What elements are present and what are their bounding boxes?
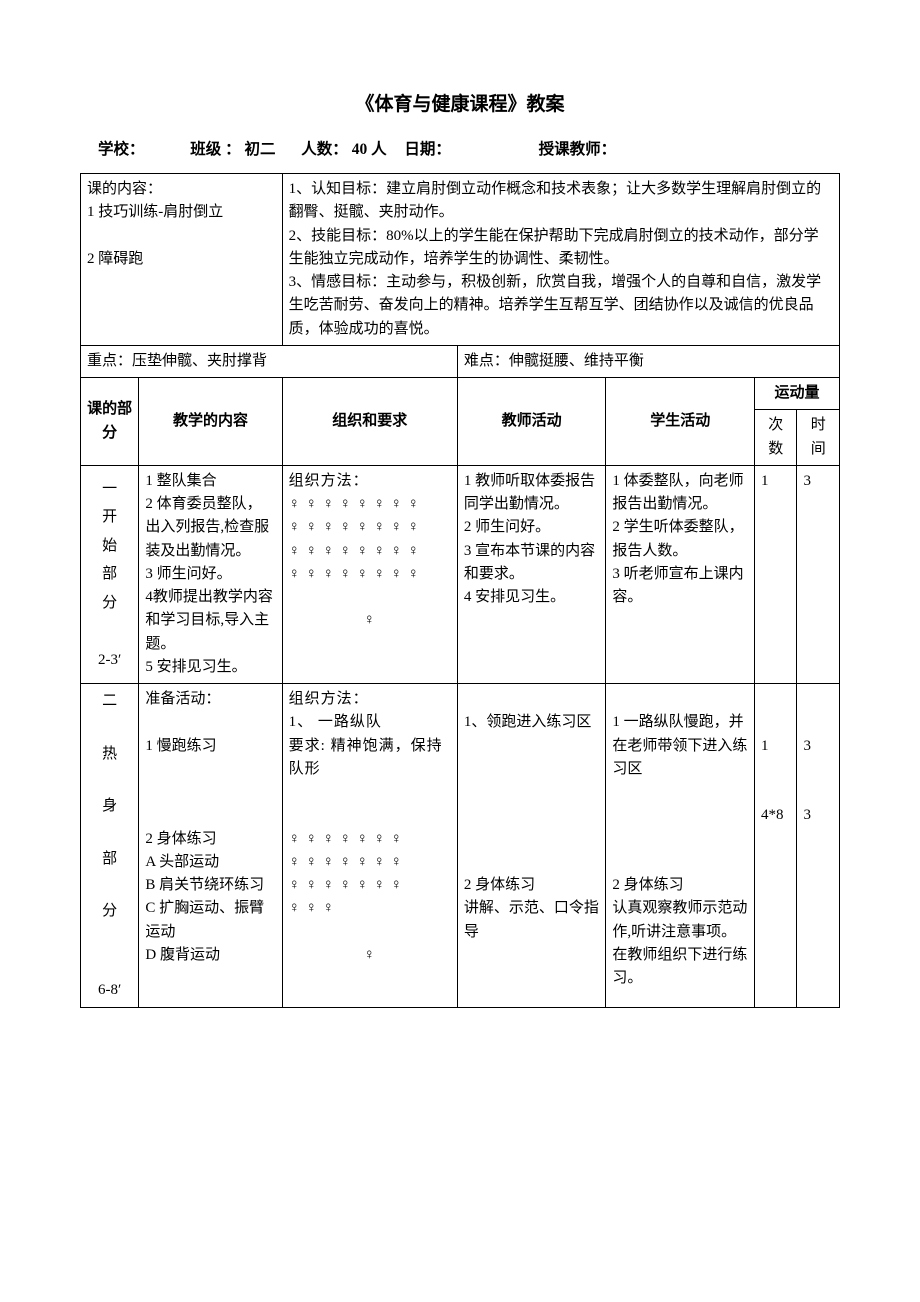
difficulty-text: 伸髋挺腰、维持平衡 bbox=[509, 353, 644, 369]
formation-row: ♀ ♀ ♀ ♀ ♀ ♀ ♀ bbox=[289, 877, 403, 893]
section-2-time: 3 3 bbox=[797, 684, 840, 1008]
goals-cell: 1、认知目标：建立肩肘倒立动作概念和技术表象；让大多数学生理解肩肘倒立的翻臀、挺… bbox=[282, 174, 839, 346]
section-1-count: 1 bbox=[755, 465, 797, 683]
school-label: 学校： bbox=[98, 138, 145, 163]
count-b: 4*8 bbox=[761, 807, 784, 823]
section-2-content: 准备活动： 1 慢跑练习 2 身体练习 A 头部运动 B 肩关节绕环练习 C 扩… bbox=[139, 684, 282, 1008]
section-2-count: 1 4*8 bbox=[755, 684, 797, 1008]
formation-row: ♀ ♀ ♀ ♀ ♀ ♀ ♀ ♀ bbox=[289, 496, 420, 512]
col-load: 运动量 bbox=[755, 378, 840, 410]
table-header-row: 课的部分 教学的内容 组织和要求 教师活动 学生活动 运动量 bbox=[81, 378, 840, 410]
formation-row: ♀ ♀ ♀ ♀ ♀ ♀ ♀ ♀ bbox=[289, 566, 420, 582]
org-label: 组织方法： bbox=[289, 691, 369, 707]
formation-row: ♀ ♀ ♀ ♀ ♀ ♀ ♀ bbox=[289, 854, 403, 870]
col-teacher: 教师活动 bbox=[457, 378, 606, 466]
teacher-act-b: 2 身体练习 讲解、示范、口令指导 bbox=[464, 877, 599, 940]
table-row: 一 开 始 部 分 2-3′ 1 整队集合 2 体育委员整队，出入列报告,检查服… bbox=[81, 465, 840, 683]
content-label-cell: 课的内容： 1 技巧训练-肩肘倒立 2 障碍跑 bbox=[81, 174, 283, 346]
formation-teacher-icon: ♀ bbox=[289, 944, 451, 967]
table-row: 课的内容： 1 技巧训练-肩肘倒立 2 障碍跑 1、认知目标：建立肩肘倒立动作概… bbox=[81, 174, 840, 346]
student-act-a: 1 一路纵队慢跑，并在老师带领下进入练习区 bbox=[612, 714, 747, 777]
org-text: 1、 一路纵队 要求: 精神饱满，保持队形 bbox=[289, 714, 443, 777]
col-count: 次数 bbox=[755, 410, 797, 466]
section-1-org: 组织方法： ♀ ♀ ♀ ♀ ♀ ♀ ♀ ♀ ♀ ♀ ♀ ♀ ♀ ♀ ♀ ♀ ♀ … bbox=[282, 465, 457, 683]
content-lines: 1 技巧训练-肩肘倒立 2 障碍跑 bbox=[87, 204, 223, 267]
section-1-teacher: 1 教师听取体委报告同学出勤情况。 2 师生问好。 3 宣布本节课的内容和要求。… bbox=[457, 465, 606, 683]
formation-row: ♀ ♀ ♀ ♀ ♀ ♀ ♀ bbox=[289, 831, 403, 847]
teacher-act-a: 1、领跑进入练习区 bbox=[464, 714, 592, 730]
col-time: 时间 bbox=[797, 410, 840, 466]
formation-row: ♀ ♀ ♀ bbox=[289, 900, 335, 916]
count-label: 人数： bbox=[301, 138, 348, 163]
date-label: 日期： bbox=[404, 138, 451, 163]
col-org: 组织和要求 bbox=[282, 378, 457, 466]
document-title: 《体育与健康课程》教案 bbox=[80, 90, 840, 120]
org-label: 组织方法： bbox=[289, 473, 369, 489]
table-row: 二 热 身 部 分 6-8′ 准备活动： 1 慢跑练习 2 身体练习 A 头部运… bbox=[81, 684, 840, 1008]
content-label: 课的内容： bbox=[87, 181, 162, 197]
col-student: 学生活动 bbox=[606, 378, 755, 466]
section-1-label: 一 开 始 部 分 2-3′ bbox=[81, 465, 139, 683]
count-value: 40 人 bbox=[352, 138, 387, 163]
class-label: 班级 ： bbox=[190, 138, 240, 163]
difficulty-label: 难点： bbox=[464, 353, 509, 369]
col-content: 教学的内容 bbox=[139, 378, 282, 466]
meta-line: 学校： 班级 ： 初二 人数： 40 人 日期： 授课教师： bbox=[80, 138, 840, 163]
lesson-plan-table: 课的内容： 1 技巧训练-肩肘倒立 2 障碍跑 1、认知目标：建立肩肘倒立动作概… bbox=[80, 173, 840, 1008]
keypoint-cell: 重点：压垫伸髋、夹肘撑背 bbox=[81, 345, 458, 377]
section-2-org: 组织方法： 1、 一路纵队 要求: 精神饱满，保持队形 ♀ ♀ ♀ ♀ ♀ ♀ … bbox=[282, 684, 457, 1008]
student-act-b: 2 身体练习 认真观察教师示范动作,听讲注意事项。在教师组织下进行练习。 bbox=[612, 877, 747, 986]
section-1-content: 1 整队集合 2 体育委员整队，出入列报告,检查服装及出勤情况。 3 师生问好。… bbox=[139, 465, 282, 683]
section-2-label: 二 热 身 部 分 6-8′ bbox=[81, 684, 139, 1008]
formation-row: ♀ ♀ ♀ ♀ ♀ ♀ ♀ ♀ bbox=[289, 519, 420, 535]
formation-teacher-icon: ♀ bbox=[289, 609, 451, 632]
section-1-student: 1 体委整队，向老师报告出勤情况。 2 学生听体委整队，报告人数。 3 听老师宣… bbox=[606, 465, 755, 683]
teacher-label: 授课教师： bbox=[539, 138, 617, 163]
keypoint-label: 重点： bbox=[87, 353, 132, 369]
table-row: 重点：压垫伸髋、夹肘撑背 难点：伸髋挺腰、维持平衡 bbox=[81, 345, 840, 377]
keypoint-text: 压垫伸髋、夹肘撑背 bbox=[132, 353, 267, 369]
formation-row: ♀ ♀ ♀ ♀ ♀ ♀ ♀ ♀ bbox=[289, 543, 420, 559]
col-part: 课的部分 bbox=[81, 378, 139, 466]
time-a: 3 bbox=[803, 738, 811, 754]
count-a: 1 bbox=[761, 738, 769, 754]
class-value: 初二 bbox=[245, 138, 276, 163]
section-2-student: 1 一路纵队慢跑，并在老师带领下进入练习区 2 身体练习 认真观察教师示范动作,… bbox=[606, 684, 755, 1008]
section-2-teacher: 1、领跑进入练习区 2 身体练习 讲解、示范、口令指导 bbox=[457, 684, 606, 1008]
time-b: 3 bbox=[803, 807, 811, 823]
difficulty-cell: 难点：伸髋挺腰、维持平衡 bbox=[457, 345, 839, 377]
section-1-time: 3 bbox=[797, 465, 840, 683]
